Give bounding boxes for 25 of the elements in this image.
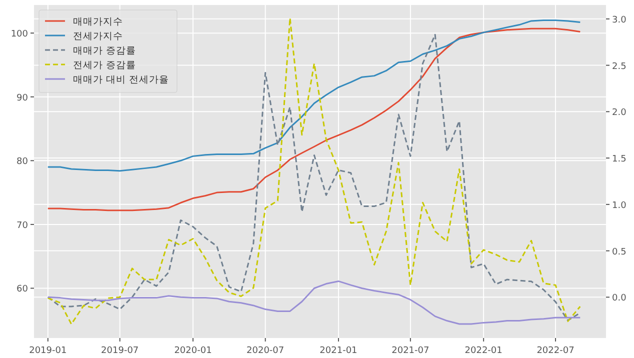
- x-tick-label: 2022-07: [536, 346, 574, 356]
- x-tick-label: 2020-01: [174, 346, 212, 356]
- y-tick-label: 70: [16, 220, 28, 231]
- y2-tick-label: 0.5: [612, 247, 626, 258]
- y-tick-label: 100: [10, 30, 28, 40]
- x-tick-label: 2019-07: [101, 346, 139, 356]
- legend-label: 전세가 증감률: [73, 60, 136, 71]
- x-tick-label: 2019-01: [29, 346, 67, 356]
- y2-tick-label: 0.0: [612, 294, 627, 304]
- legend-label: 매매가지수: [73, 16, 123, 28]
- y2-tick-label: 2.0: [612, 108, 627, 118]
- legend-label: 매매가 대비 전세가율: [73, 74, 170, 86]
- x-tick-label: 2020-07: [246, 346, 284, 356]
- y-tick-label: 90: [16, 93, 28, 104]
- y2-tick-label: 1.0: [612, 200, 627, 211]
- x-tick-label: 2021-01: [320, 346, 358, 356]
- y-tick-label: 80: [16, 157, 28, 168]
- y2-tick-label: 3.0: [612, 15, 627, 26]
- x-tick-label: 2021-07: [392, 346, 430, 356]
- y-tick-label: 60: [16, 284, 28, 295]
- y2-tick-label: 2.5: [612, 62, 626, 72]
- x-tick-label: 2022-01: [464, 346, 502, 356]
- y2-tick-label: 1.5: [612, 154, 626, 165]
- legend-label: 매매가 증감률: [73, 46, 136, 56]
- legend-label: 전세가지수: [73, 31, 123, 42]
